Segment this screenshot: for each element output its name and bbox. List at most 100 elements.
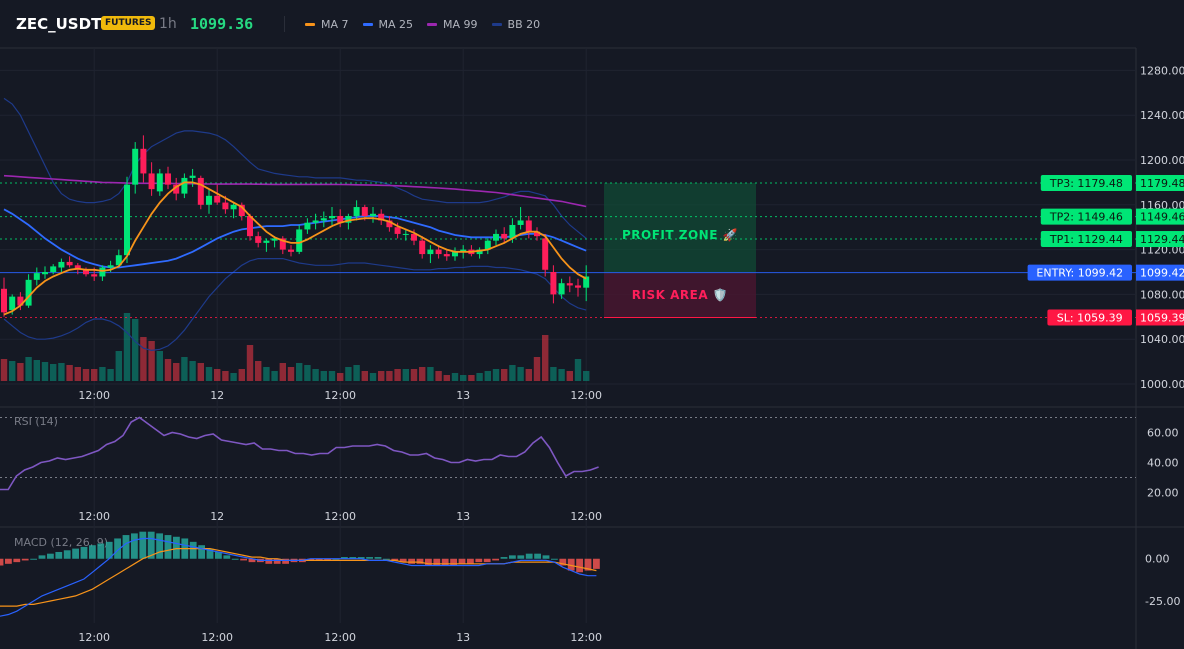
candle[interactable]: [17, 292, 24, 311]
macd-hist-bar: [215, 551, 222, 559]
volume-bar: [17, 363, 24, 381]
candle[interactable]: [33, 267, 40, 286]
macd-hist-bar: [55, 551, 63, 559]
rsi-tick-label: 20.00: [1147, 487, 1179, 500]
candle[interactable]: [370, 207, 376, 223]
volume-bar: [525, 369, 532, 381]
candle[interactable]: [42, 266, 48, 279]
macd-hist-bar: [63, 550, 71, 559]
candle-body: [255, 236, 262, 243]
macd-hist-bar: [425, 558, 432, 566]
candle[interactable]: [345, 213, 352, 230]
axis-price-label: 1099.42: [1140, 267, 1184, 280]
candle[interactable]: [263, 238, 270, 252]
candle[interactable]: [583, 265, 590, 302]
candle[interactable]: [534, 227, 540, 241]
candle[interactable]: [58, 258, 65, 272]
candle[interactable]: [148, 162, 155, 196]
legend-ma7[interactable]: MA 7: [305, 18, 349, 31]
candle[interactable]: [337, 209, 344, 228]
macd-hist-bar: [131, 533, 138, 559]
ma25-line: [3, 208, 587, 269]
candle[interactable]: [165, 166, 171, 190]
candle[interactable]: [378, 209, 385, 225]
candle[interactable]: [386, 216, 393, 232]
volume-bar: [0, 359, 8, 381]
volume-bar: [58, 363, 65, 381]
candle[interactable]: [66, 256, 73, 268]
candle[interactable]: [238, 202, 245, 221]
timeframe-label[interactable]: 1h: [159, 16, 177, 32]
candle[interactable]: [427, 245, 434, 264]
macd-hist-bar: [525, 553, 533, 559]
volume-bar: [517, 367, 524, 381]
candle[interactable]: [230, 202, 237, 219]
volume-bar: [369, 373, 377, 381]
candle[interactable]: [124, 176, 130, 264]
candle[interactable]: [279, 236, 286, 255]
candle[interactable]: [329, 207, 335, 225]
volume-bar: [353, 365, 360, 381]
candle[interactable]: [435, 245, 442, 259]
macd-hist-bar: [97, 543, 105, 559]
candle[interactable]: [566, 276, 573, 293]
candle[interactable]: [156, 168, 163, 196]
candle[interactable]: [525, 216, 532, 239]
candle[interactable]: [575, 278, 581, 297]
macd-hist-bar: [147, 531, 155, 559]
legend-bb20[interactable]: BB 20: [491, 18, 540, 31]
volume-bar: [173, 363, 180, 381]
candle[interactable]: [476, 247, 483, 259]
candle[interactable]: [247, 213, 253, 241]
candle-body: [452, 251, 458, 257]
candle[interactable]: [206, 189, 212, 214]
candle[interactable]: [1, 277, 7, 317]
candle[interactable]: [189, 168, 196, 187]
candle[interactable]: [255, 231, 262, 248]
candle[interactable]: [214, 184, 221, 205]
candle[interactable]: [132, 142, 139, 194]
candle[interactable]: [288, 245, 294, 257]
legend-ma25[interactable]: MA 25: [362, 18, 413, 31]
candle-body: [214, 195, 221, 203]
candle[interactable]: [197, 175, 204, 210]
candle[interactable]: [296, 224, 303, 255]
time-tick-label: 12:00: [570, 389, 602, 402]
candle[interactable]: [173, 177, 180, 201]
candle[interactable]: [181, 173, 188, 199]
candle[interactable]: [452, 247, 458, 261]
candle-body: [148, 173, 155, 190]
candle[interactable]: [550, 265, 557, 304]
price-time-axis: 12:00 12 12:00 13 12:00: [78, 389, 602, 402]
candle[interactable]: [517, 207, 524, 230]
candle[interactable]: [558, 278, 565, 299]
candle[interactable]: [304, 218, 311, 234]
price-tick-label: 1080.00: [1140, 288, 1184, 301]
candle[interactable]: [140, 135, 147, 183]
symbol-title[interactable]: ZEC_USDT: [16, 15, 102, 33]
candle-body: [493, 233, 499, 241]
macd-hist-bar: [198, 545, 205, 559]
candle[interactable]: [50, 264, 57, 275]
candle[interactable]: [542, 233, 549, 277]
candle[interactable]: [493, 229, 499, 246]
candle[interactable]: [501, 227, 508, 243]
candle[interactable]: [353, 200, 360, 221]
candle[interactable]: [312, 213, 319, 230]
macd-histogram: [0, 531, 600, 573]
candle[interactable]: [115, 249, 122, 268]
candle-body: [558, 283, 565, 295]
legend-ma99[interactable]: MA 99: [427, 18, 478, 31]
level-tag-box: [1040, 174, 1132, 191]
candle-body: [476, 249, 483, 255]
candle[interactable]: [484, 238, 491, 255]
candle[interactable]: [402, 229, 409, 241]
candle[interactable]: [419, 236, 426, 259]
candle[interactable]: [99, 265, 106, 281]
macd-hist-bar: [399, 558, 407, 563]
candle[interactable]: [25, 274, 32, 308]
macd-time-axis: 12:00 12:00 12:00 13 12:00: [78, 631, 602, 644]
candle[interactable]: [443, 249, 450, 261]
candle[interactable]: [320, 211, 327, 228]
